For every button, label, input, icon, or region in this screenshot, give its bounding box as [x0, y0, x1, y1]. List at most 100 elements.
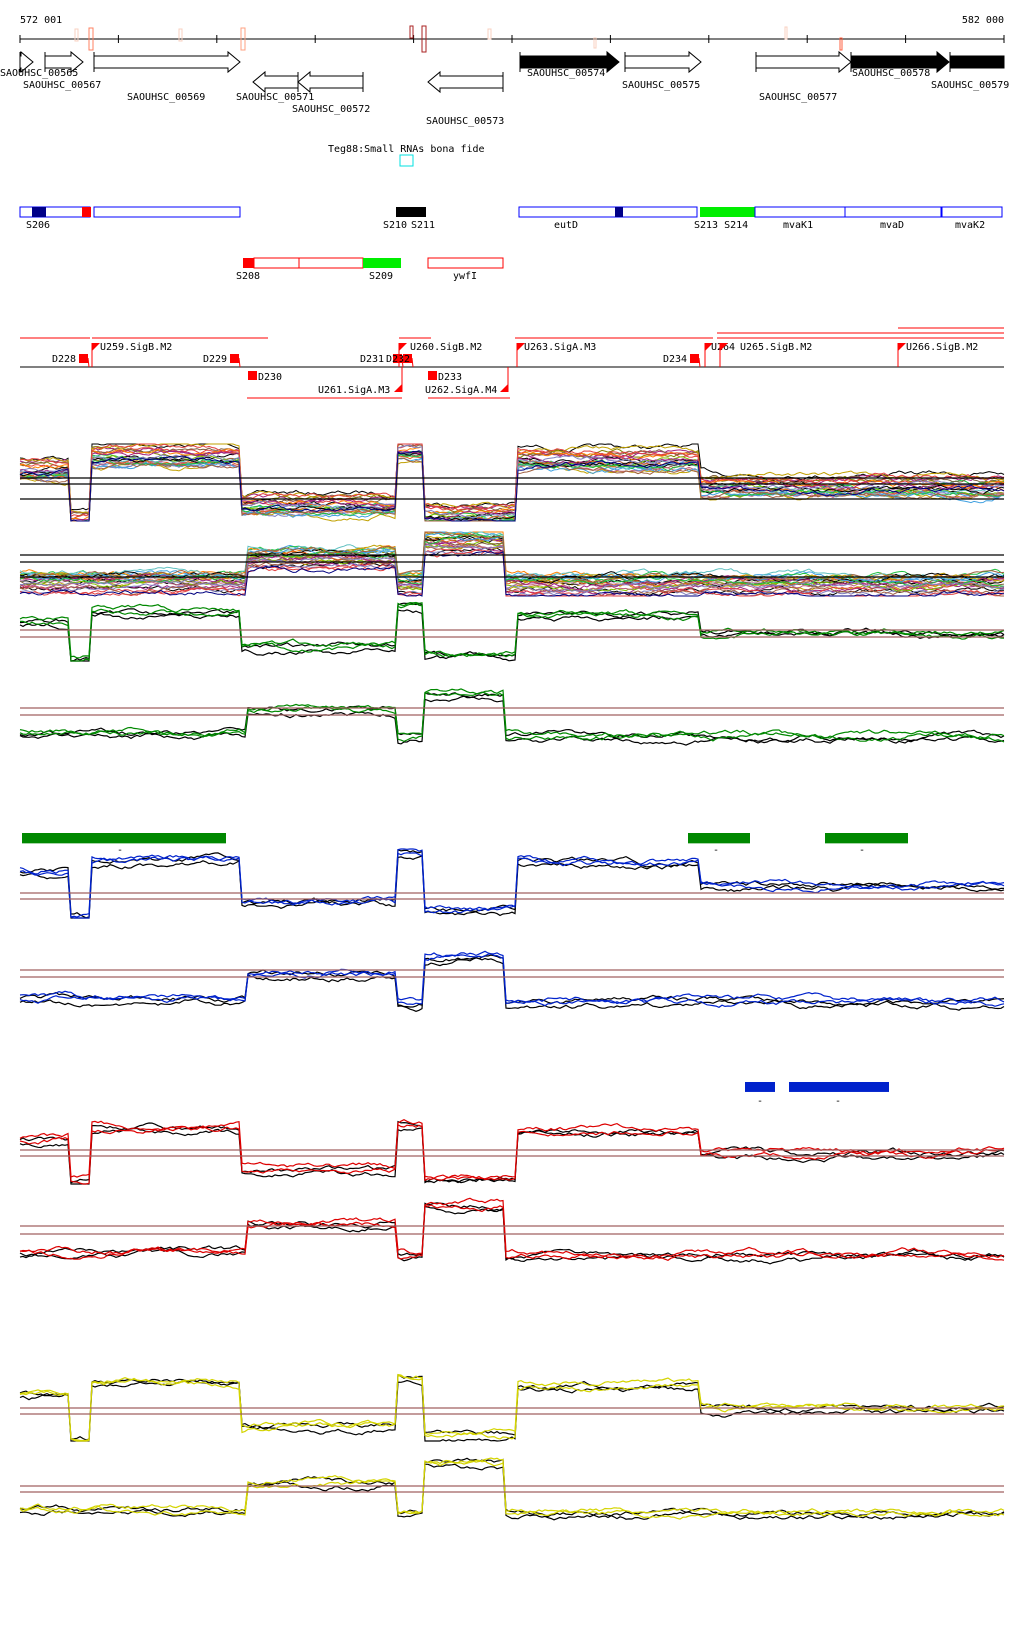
feature-label: S209 — [369, 271, 393, 282]
feature-mark — [32, 207, 46, 217]
expression-line — [19, 443, 1005, 516]
snp-marker — [784, 26, 788, 40]
gene-label: SAOUHSC_00573 — [426, 116, 504, 127]
feature-label: eutD — [554, 220, 578, 231]
gene-label: SAOUHSC_00574 — [527, 68, 605, 79]
terminator-mark — [230, 354, 239, 363]
promoter-label: D231 — [360, 354, 384, 365]
feature-label: S208 — [236, 271, 260, 282]
promoter-flag — [517, 343, 525, 351]
promoter-flag — [92, 343, 100, 351]
feature-label: mvaK1 — [783, 220, 813, 231]
feature-label: ywfI — [453, 271, 477, 282]
region-bar-label: - — [757, 1096, 763, 1107]
promoter-flag — [394, 384, 402, 392]
expression-line — [19, 450, 1005, 522]
feature-box — [19, 206, 91, 218]
expression-line — [19, 953, 1005, 1008]
ruler-end-label: 582 000 — [962, 15, 1004, 26]
expression-line — [19, 443, 1005, 514]
region-bar-label: - — [117, 845, 123, 856]
expression-line — [19, 691, 1005, 743]
promoter-label: D229 — [203, 354, 227, 365]
region-bar-label: - — [713, 845, 719, 856]
feature-box — [941, 206, 1003, 218]
promoter-label: U261.SigA.M3 — [318, 385, 390, 396]
expression-line — [19, 848, 1004, 919]
region-bar-label: - — [859, 845, 865, 856]
terminator-mark — [79, 354, 88, 363]
gene-arrow — [755, 50, 852, 74]
expression-line — [19, 544, 1005, 593]
ruler-start-label: 572 001 — [20, 15, 62, 26]
promoter-label: U260.SigB.M2 — [410, 342, 482, 353]
promoter-label: D230 — [258, 372, 282, 383]
snp-marker — [839, 37, 843, 51]
snp-marker — [409, 25, 414, 39]
terminator-mark — [690, 354, 699, 363]
terminator-mark — [393, 354, 402, 363]
gene-label: SAOUHSC_00567 — [23, 80, 101, 91]
terminator-mark — [403, 354, 412, 363]
expression-line — [19, 453, 1005, 522]
feature-mark — [243, 258, 254, 268]
gene-arrow — [624, 50, 702, 74]
expression-line — [19, 855, 1005, 919]
terminator-stem — [698, 357, 701, 368]
feature-box — [844, 206, 942, 218]
snp-marker — [74, 28, 79, 42]
terminator-stem — [238, 357, 241, 368]
region-bar — [22, 833, 226, 844]
expression-line — [19, 531, 1005, 581]
gene-arrow — [19, 50, 34, 74]
expression-line — [19, 444, 1005, 522]
feature-box — [363, 258, 401, 268]
expression-line — [19, 531, 1005, 584]
expression-line — [19, 1379, 1005, 1442]
expression-line — [19, 692, 1005, 743]
gene-arrow — [252, 70, 299, 94]
gene-arrow — [44, 50, 84, 74]
expression-line — [19, 1123, 1005, 1185]
promoter-label: U266.SigB.M2 — [906, 342, 978, 353]
expression-line — [19, 1119, 1005, 1181]
promoter-flag — [500, 384, 508, 392]
feature-box — [93, 206, 241, 218]
expression-line — [19, 1120, 1005, 1184]
gene-arrow — [519, 50, 620, 74]
expression-line — [19, 950, 1005, 1005]
snp-marker — [593, 37, 597, 49]
expression-line — [19, 1204, 1005, 1261]
feature-label: S211 — [411, 220, 435, 231]
gene-label: SAOUHSC_00569 — [127, 92, 205, 103]
promoter-label: D232 — [386, 354, 410, 365]
region-bar-label: - — [835, 1096, 841, 1107]
promoter-flag — [705, 343, 713, 351]
promoter-flag — [720, 343, 728, 351]
promoter-label: U263.SigA.M3 — [524, 342, 596, 353]
snp-marker — [178, 28, 183, 42]
expression-line — [19, 1459, 1005, 1520]
gene-arrow — [93, 50, 241, 74]
expression-line — [19, 601, 1005, 659]
expression-line — [20, 1457, 1005, 1516]
expression-line — [19, 1202, 1005, 1262]
promoter-label: D233 — [438, 372, 462, 383]
terminator-stem — [87, 357, 90, 368]
gene-label: SAOUHSC_00572 — [292, 104, 370, 115]
feature-label: S210 — [383, 220, 407, 231]
expression-line — [19, 848, 1005, 918]
expression-line — [19, 545, 1004, 597]
feature-label: S206 — [26, 220, 50, 231]
snp-marker — [487, 28, 492, 40]
small-rna-track-label: Teg88:Small RNAs bona fide — [328, 144, 485, 155]
terminator-stem — [411, 357, 414, 368]
promoter-label: U262.SigA.M4 — [425, 385, 497, 396]
expression-line — [19, 1197, 1005, 1259]
feature-box — [298, 257, 364, 269]
feature-box — [427, 257, 504, 269]
promoter-label: D228 — [52, 354, 76, 365]
terminator-mark — [248, 371, 257, 380]
feature-box — [518, 206, 698, 218]
expression-line — [19, 450, 1005, 522]
